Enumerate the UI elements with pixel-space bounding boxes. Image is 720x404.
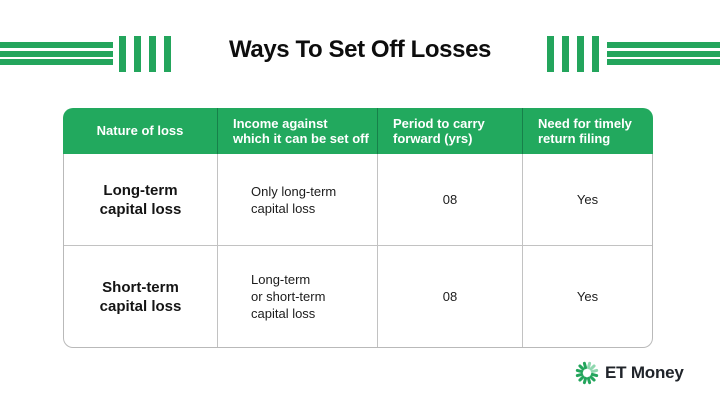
etmoney-logo-icon [575,361,599,385]
table-header-row: Nature of loss Income against which it c… [63,108,653,154]
cell-period-to-carry-forward: 08 [378,245,523,347]
stripe-bar [119,36,126,72]
cell-period-to-carry-forward: 08 [378,154,523,245]
losses-table: Nature of loss Income against which it c… [63,108,653,348]
stripe-bar [134,36,141,72]
table-row: Long-term capital loss Only long-term ca… [64,154,652,245]
stripe-decoration-left-horizontal [0,42,113,65]
cell-nature-of-loss: Long-term capital loss [64,154,218,245]
table-body: Long-term capital loss Only long-term ca… [63,154,653,348]
cell-income-against: Only long-term capital loss [218,154,378,245]
stripe-bar [592,36,599,72]
column-header-income-against: Income against which it can be set off [218,108,378,154]
stripe-bar [0,59,113,65]
stripe-bar [607,42,720,48]
cell-timely-return-filing: Yes [523,245,652,347]
stripe-bar [607,59,720,65]
stripe-bar [607,50,720,57]
stripe-bar [164,36,171,72]
cell-timely-return-filing: Yes [576,192,599,207]
table-row: Short-term capital loss Long-term or sho… [64,245,652,347]
stripe-bar [0,50,113,57]
column-header-nature-of-loss: Nature of loss [63,108,218,154]
etmoney-logo: ET Money [575,361,684,385]
column-header-timely-return-filing: Need for timely return filing [538,115,632,147]
stripe-bar [577,36,584,72]
column-header-period-to-carry-forward: Period to carry forward (yrs) [378,108,523,154]
cell-income-against: Long-term or short-term capital loss [218,245,378,347]
stripe-bar [562,36,569,72]
etmoney-logo-text: ET Money [605,363,684,382]
stripe-bar [149,36,156,72]
page-title: Ways To Set Off Losses [229,36,491,63]
stripe-decoration-right-horizontal [607,42,720,65]
stripe-decoration-right-vertical [547,36,599,72]
stripe-decoration-left-vertical [119,36,171,72]
cell-nature-of-loss: Short-term capital loss [64,245,218,347]
stripe-bar [547,36,554,72]
stripe-bar [0,42,113,48]
